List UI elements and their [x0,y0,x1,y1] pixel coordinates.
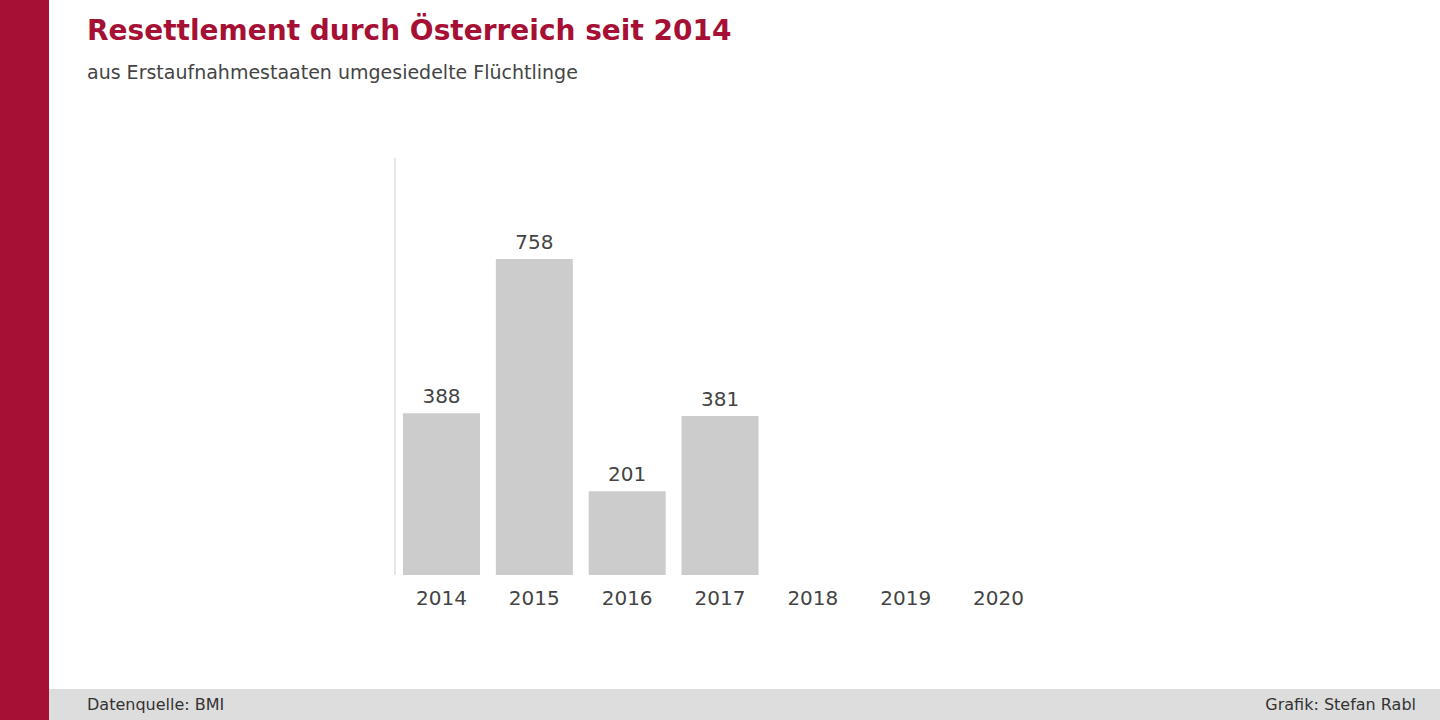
svg-text:381: 381 [701,387,739,411]
svg-text:2017: 2017 [695,586,746,610]
svg-text:201: 201 [608,462,646,486]
html-text:Grafik: Stefan Rabl: Grafik: Stefan Rabl [1265,695,1416,714]
svg-text:2018: 2018 [787,586,838,610]
html-text:Resettlement durch Österreich: Resettlement durch Österreich seit 2014 [87,14,732,47]
svg-text:2020: 2020 [973,586,1024,610]
svg-text:2015: 2015 [509,586,560,610]
svg-text:2016: 2016 [602,586,653,610]
svg-text:758: 758 [515,230,553,254]
svg-text:2014: 2014 [416,586,467,610]
svg-text:2019: 2019 [880,586,931,610]
html-text:aus Erstaufnahmestaaten umgesi: aus Erstaufnahmestaaten umgesiedelte Flü… [87,61,578,83]
svg-text:388: 388 [422,384,460,408]
html-text:Datenquelle: BMI: Datenquelle: BMI [87,695,225,714]
